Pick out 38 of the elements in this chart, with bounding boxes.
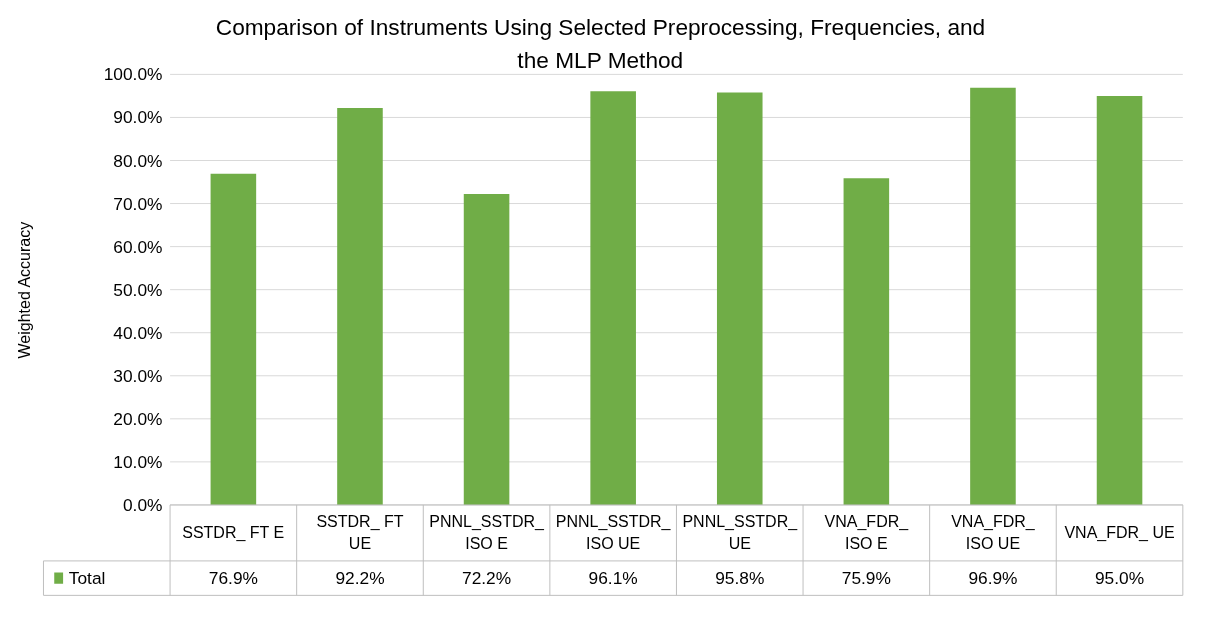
x-tick-label: VNA_FDR_ ISO E (824, 513, 910, 553)
chart-title: Comparison of Instruments Using Selected Preprocessing, Frequencies, and the MLP Method (215, 14, 986, 73)
x-tick-label: SSTDR_ FT E (182, 524, 285, 543)
data-label: 96.1% (588, 568, 638, 589)
y-tick-label: 60.0% (113, 236, 163, 257)
y-tick-label: 80.0% (113, 150, 163, 171)
data-label: 92.2% (335, 568, 385, 589)
data-label: 95.8% (715, 568, 765, 589)
y-axis-title: Weighted Accuracy (15, 221, 33, 359)
x-tick-label: PNNL_SSTDR_ UE (682, 513, 799, 553)
x-tick-label: VNA_FDR_ UE (1064, 524, 1175, 543)
bar (1096, 95, 1143, 505)
y-tick-label: 0.0% (122, 494, 163, 515)
y-tick-label: 100.0% (103, 64, 163, 85)
y-tick-label: 30.0% (113, 365, 163, 386)
y-tick-label: 20.0% (113, 408, 163, 429)
x-tick-label: VNA_FDR_ ISO UE (951, 513, 1036, 553)
y-tick-label: 40.0% (113, 322, 163, 343)
bar (210, 173, 257, 505)
bar (590, 91, 636, 505)
bar (970, 87, 1016, 505)
bar (716, 92, 763, 505)
bar (463, 194, 510, 505)
y-tick-label: 10.0% (113, 451, 163, 472)
data-label: 96.9% (968, 568, 1018, 589)
y-tick-label: 50.0% (113, 279, 163, 300)
data-label: 76.9% (208, 568, 258, 589)
y-tick-label: 90.0% (113, 107, 163, 128)
y-tick-label: 70.0% (113, 193, 163, 214)
x-tick-label: PNNL_SSTDR_ ISO E (429, 513, 546, 553)
data-label: 72.2% (462, 568, 512, 589)
x-tick-label: SSTDR_ FT UE (316, 513, 404, 553)
data-label: 75.9% (841, 568, 891, 589)
legend-label: Total (68, 568, 106, 589)
data-label: 95.0% (1094, 568, 1145, 589)
bar (843, 178, 890, 505)
bar (337, 107, 383, 505)
x-tick-label: PNNL_SSTDR_ ISO UE (555, 513, 672, 553)
